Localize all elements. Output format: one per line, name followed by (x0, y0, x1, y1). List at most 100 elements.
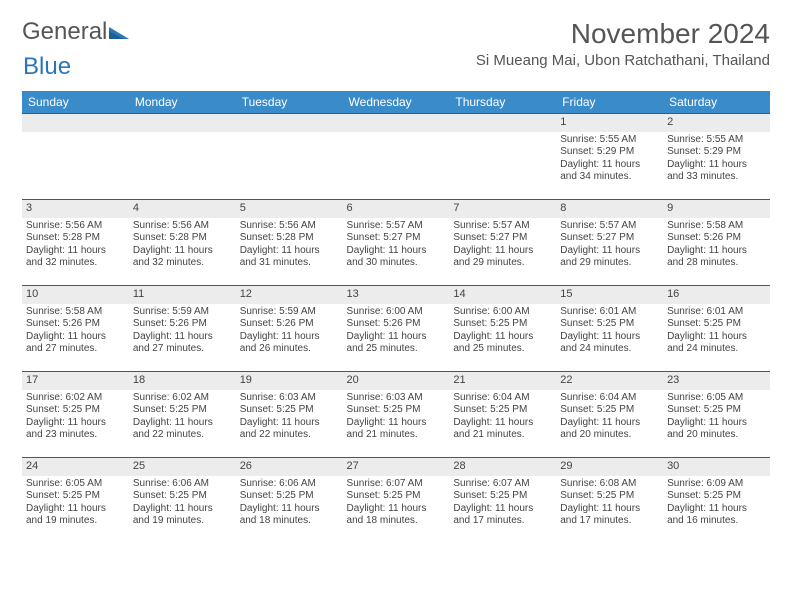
calendar-day-cell: 11Sunrise: 5:59 AMSunset: 5:26 PMDayligh… (129, 285, 236, 371)
calendar-day-cell: 21Sunrise: 6:04 AMSunset: 5:25 PMDayligh… (449, 371, 556, 457)
day-number: 23 (663, 371, 770, 390)
day-number: 13 (343, 285, 450, 304)
calendar-page: General November 2024 Si Mueang Mai, Ubo… (0, 0, 792, 553)
day-details: Sunrise: 5:59 AMSunset: 5:26 PMDaylight:… (236, 304, 343, 360)
day-details: Sunrise: 5:56 AMSunset: 5:28 PMDaylight:… (22, 218, 129, 274)
day-details: Sunrise: 6:05 AMSunset: 5:25 PMDaylight:… (663, 390, 770, 446)
weekday-header: Sunday (22, 91, 129, 113)
day-number: 20 (343, 371, 450, 390)
weekday-header: Saturday (663, 91, 770, 113)
day-details: Sunrise: 6:07 AMSunset: 5:25 PMDaylight:… (343, 476, 450, 532)
day-number: 26 (236, 457, 343, 476)
calendar-day-cell: 28Sunrise: 6:07 AMSunset: 5:25 PMDayligh… (449, 457, 556, 543)
calendar-day-cell: 2Sunrise: 5:55 AMSunset: 5:29 PMDaylight… (663, 113, 770, 199)
calendar-day-cell: 25Sunrise: 6:06 AMSunset: 5:25 PMDayligh… (129, 457, 236, 543)
day-number: 4 (129, 199, 236, 218)
brand-part2: Blue (23, 53, 71, 81)
day-number-row (236, 113, 343, 132)
calendar-day-cell: 27Sunrise: 6:07 AMSunset: 5:25 PMDayligh… (343, 457, 450, 543)
day-number: 1 (556, 113, 663, 132)
weekday-header: Thursday (449, 91, 556, 113)
month-title: November 2024 (476, 18, 770, 50)
day-number: 22 (556, 371, 663, 390)
day-number: 28 (449, 457, 556, 476)
day-details: Sunrise: 6:07 AMSunset: 5:25 PMDaylight:… (449, 476, 556, 532)
calendar-day-cell: 24Sunrise: 6:05 AMSunset: 5:25 PMDayligh… (22, 457, 129, 543)
day-number: 19 (236, 371, 343, 390)
day-details: Sunrise: 6:02 AMSunset: 5:25 PMDaylight:… (129, 390, 236, 446)
day-details: Sunrise: 6:03 AMSunset: 5:25 PMDaylight:… (236, 390, 343, 446)
day-number: 12 (236, 285, 343, 304)
day-number: 17 (22, 371, 129, 390)
calendar-day-cell: 16Sunrise: 6:01 AMSunset: 5:25 PMDayligh… (663, 285, 770, 371)
calendar-day-cell: 14Sunrise: 6:00 AMSunset: 5:25 PMDayligh… (449, 285, 556, 371)
day-number-row (22, 113, 129, 132)
day-details: Sunrise: 5:56 AMSunset: 5:28 PMDaylight:… (129, 218, 236, 274)
calendar-empty-cell (449, 113, 556, 199)
day-details: Sunrise: 6:01 AMSunset: 5:25 PMDaylight:… (556, 304, 663, 360)
calendar-day-cell: 23Sunrise: 6:05 AMSunset: 5:25 PMDayligh… (663, 371, 770, 457)
day-details: Sunrise: 6:03 AMSunset: 5:25 PMDaylight:… (343, 390, 450, 446)
calendar-week-row: 1Sunrise: 5:55 AMSunset: 5:29 PMDaylight… (22, 113, 770, 199)
day-details: Sunrise: 6:02 AMSunset: 5:25 PMDaylight:… (22, 390, 129, 446)
day-details: Sunrise: 5:58 AMSunset: 5:26 PMDaylight:… (663, 218, 770, 274)
day-number: 15 (556, 285, 663, 304)
calendar-week-row: 17Sunrise: 6:02 AMSunset: 5:25 PMDayligh… (22, 371, 770, 457)
weekday-header: Wednesday (343, 91, 450, 113)
flag-icon (109, 23, 131, 41)
calendar-body: 1Sunrise: 5:55 AMSunset: 5:29 PMDaylight… (22, 113, 770, 543)
brand-part1: General (22, 18, 107, 46)
calendar-empty-cell (129, 113, 236, 199)
day-number: 25 (129, 457, 236, 476)
day-details: Sunrise: 5:55 AMSunset: 5:29 PMDaylight:… (556, 132, 663, 188)
calendar-day-cell: 30Sunrise: 6:09 AMSunset: 5:25 PMDayligh… (663, 457, 770, 543)
day-number: 18 (129, 371, 236, 390)
day-number: 16 (663, 285, 770, 304)
calendar-day-cell: 4Sunrise: 5:56 AMSunset: 5:28 PMDaylight… (129, 199, 236, 285)
calendar-day-cell: 15Sunrise: 6:01 AMSunset: 5:25 PMDayligh… (556, 285, 663, 371)
title-block: November 2024 Si Mueang Mai, Ubon Ratcha… (476, 18, 770, 69)
day-number-row (449, 113, 556, 132)
calendar-day-cell: 18Sunrise: 6:02 AMSunset: 5:25 PMDayligh… (129, 371, 236, 457)
calendar-day-cell: 12Sunrise: 5:59 AMSunset: 5:26 PMDayligh… (236, 285, 343, 371)
day-details: Sunrise: 6:09 AMSunset: 5:25 PMDaylight:… (663, 476, 770, 532)
calendar-day-cell: 3Sunrise: 5:56 AMSunset: 5:28 PMDaylight… (22, 199, 129, 285)
calendar-day-cell: 7Sunrise: 5:57 AMSunset: 5:27 PMDaylight… (449, 199, 556, 285)
weekday-header: Monday (129, 91, 236, 113)
day-number: 2 (663, 113, 770, 132)
day-details: Sunrise: 6:06 AMSunset: 5:25 PMDaylight:… (129, 476, 236, 532)
location: Si Mueang Mai, Ubon Ratchathani, Thailan… (476, 52, 770, 69)
day-number: 5 (236, 199, 343, 218)
calendar-day-cell: 17Sunrise: 6:02 AMSunset: 5:25 PMDayligh… (22, 371, 129, 457)
day-number: 21 (449, 371, 556, 390)
day-number: 14 (449, 285, 556, 304)
day-number: 10 (22, 285, 129, 304)
calendar-empty-cell (22, 113, 129, 199)
calendar-head: SundayMondayTuesdayWednesdayThursdayFrid… (22, 91, 770, 113)
day-number: 24 (22, 457, 129, 476)
day-number: 6 (343, 199, 450, 218)
day-number: 8 (556, 199, 663, 218)
day-number: 30 (663, 457, 770, 476)
calendar-day-cell: 29Sunrise: 6:08 AMSunset: 5:25 PMDayligh… (556, 457, 663, 543)
day-details: Sunrise: 6:06 AMSunset: 5:25 PMDaylight:… (236, 476, 343, 532)
calendar-table: SundayMondayTuesdayWednesdayThursdayFrid… (22, 91, 770, 543)
day-details: Sunrise: 6:04 AMSunset: 5:25 PMDaylight:… (449, 390, 556, 446)
day-details: Sunrise: 6:05 AMSunset: 5:25 PMDaylight:… (22, 476, 129, 532)
calendar-day-cell: 5Sunrise: 5:56 AMSunset: 5:28 PMDaylight… (236, 199, 343, 285)
weekday-header: Friday (556, 91, 663, 113)
day-details: Sunrise: 5:56 AMSunset: 5:28 PMDaylight:… (236, 218, 343, 274)
day-details: Sunrise: 6:01 AMSunset: 5:25 PMDaylight:… (663, 304, 770, 360)
weekday-row: SundayMondayTuesdayWednesdayThursdayFrid… (22, 91, 770, 113)
day-number: 11 (129, 285, 236, 304)
day-details: Sunrise: 5:58 AMSunset: 5:26 PMDaylight:… (22, 304, 129, 360)
weekday-header: Tuesday (236, 91, 343, 113)
day-number: 29 (556, 457, 663, 476)
day-details: Sunrise: 5:57 AMSunset: 5:27 PMDaylight:… (449, 218, 556, 274)
day-number: 3 (22, 199, 129, 218)
day-number-row (343, 113, 450, 132)
day-details: Sunrise: 6:08 AMSunset: 5:25 PMDaylight:… (556, 476, 663, 532)
calendar-day-cell: 22Sunrise: 6:04 AMSunset: 5:25 PMDayligh… (556, 371, 663, 457)
calendar-day-cell: 8Sunrise: 5:57 AMSunset: 5:27 PMDaylight… (556, 199, 663, 285)
calendar-day-cell: 26Sunrise: 6:06 AMSunset: 5:25 PMDayligh… (236, 457, 343, 543)
